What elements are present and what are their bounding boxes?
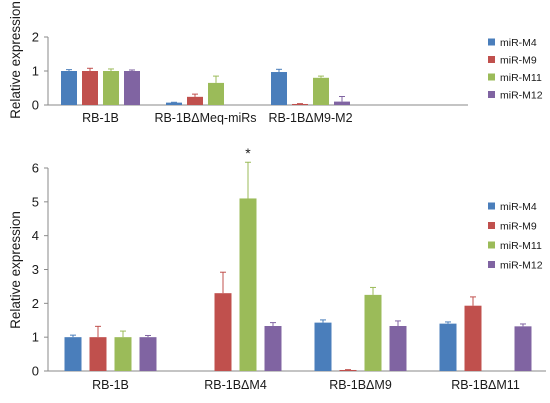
top-legend-swatch-mir-m4: [488, 38, 495, 46]
bottom-bar-mir-m12-rb-1b-m11: [514, 326, 532, 371]
bottom-legend-swatch-mir-m11: [488, 241, 495, 249]
top-bar-mir-m12-rb-1b: [124, 71, 140, 105]
bottom-y-tick-label: 4: [32, 228, 39, 243]
bottom-bar-mir-m12-rb-1b-m9: [389, 326, 407, 371]
bottom-category-label: RB-1B: [92, 378, 129, 392]
bottom-legend-label-mir-m4: miR-M4: [500, 201, 537, 213]
bottom-bar-mir-m11-rb-1b-m9: [364, 294, 382, 371]
bottom-y-tick-label: 5: [32, 194, 39, 209]
top-bar-mir-m4-rb-1b-meq-mirs: [166, 102, 182, 105]
top-bar-mir-m11-rb-1b: [103, 71, 119, 105]
top-legend-label-mir-m12: miR-M12: [500, 90, 543, 102]
top-legend-swatch-mir-m12: [488, 91, 495, 98]
bottom-legend-swatch-mir-m12: [488, 261, 495, 268]
bottom-legend-swatch-mir-m9: [488, 222, 495, 229]
bottom-bar-mir-m9-rb-1b-m4: [214, 293, 232, 371]
top-chart-panel: Relative expression 0 1 2 RB-1B RB-1BΔMeq-m…: [8, 1, 543, 125]
bottom-bar-mir-m4-rb-1b-m9: [314, 322, 332, 371]
top-category-label: RB-1BΔM9-M2: [268, 111, 352, 125]
bottom-y-tick-label: 6: [32, 161, 39, 176]
top-bar-mir-m9-rb-1b-meq-mirs: [187, 96, 203, 105]
top-y-tick-label: 2: [32, 30, 39, 45]
bottom-category-label: RB-1BΔM11: [451, 378, 520, 392]
top-category-label: RB-1BΔMeq-miRs: [154, 111, 256, 125]
bottom-chart-panel: Relative expression 0 1 2 3 4 5 6 RB-1B RB-1BΔM…: [8, 145, 546, 392]
bottom-bar-mir-m11-rb-1b: [114, 337, 132, 371]
bottom-y-axis-label: Relative expression: [8, 211, 23, 329]
top-legend-label-mir-m4: miR-M4: [500, 37, 537, 49]
bottom-bar-mir-m9-rb-1b: [89, 337, 107, 371]
top-legend-label-mir-m9: miR-M9: [500, 55, 537, 67]
top-y-tick-label: 0: [32, 98, 39, 113]
bottom-category-label: RB-1BΔM9: [329, 378, 392, 392]
bottom-legend-label-mir-m9: miR-M9: [500, 221, 537, 233]
top-y-tick-label: 1: [32, 64, 39, 79]
bottom-y-tick-label: 1: [32, 330, 39, 345]
bottom-bar-mir-m12-rb-1b-m4: [264, 326, 282, 371]
top-bar-mir-m9-rb-1b-m9-m2: [292, 103, 308, 105]
bottom-y-tick-label: 0: [32, 364, 39, 379]
bottom-legend-label-mir-m12: miR-M12: [500, 260, 543, 272]
bottom-bar-mir-m4-rb-1b: [64, 337, 82, 371]
bottom-legend-label-mir-m11: miR-M11: [500, 240, 542, 252]
top-bar-mir-m12-rb-1b-m9-m2: [334, 101, 350, 105]
bottom-y-tick-label: 2: [32, 296, 39, 311]
top-bar-mir-m4-rb-1b-m9-m2: [271, 72, 287, 105]
top-y-axis-label: Relative expression: [8, 1, 23, 119]
bottom-bar-mir-m4-rb-1b-m11: [439, 323, 457, 371]
top-bar-mir-m11-rb-1b-meq-mirs: [208, 82, 224, 105]
top-legend-swatch-mir-m11: [488, 73, 495, 81]
bottom-bar-mir-m9-rb-1b-m9: [339, 369, 357, 371]
bottom-significance-marker: *: [245, 145, 251, 161]
top-legend-label-mir-m11: miR-M11: [500, 72, 542, 84]
bottom-y-tick-label: 3: [32, 262, 39, 277]
bottom-bar-mir-m11-rb-1b-m4: [239, 198, 257, 371]
top-bar-mir-m11-rb-1b-m9-m2: [313, 77, 329, 105]
bottom-legend-swatch-mir-m4: [488, 202, 495, 210]
top-bar-mir-m4-rb-1b: [61, 71, 77, 105]
top-legend-swatch-mir-m9: [488, 56, 495, 63]
bottom-bar-mir-m9-rb-1b-m11: [464, 305, 482, 371]
top-bar-mir-m9-rb-1b: [82, 71, 98, 105]
bottom-category-label: RB-1BΔM4: [204, 378, 267, 392]
top-category-label: RB-1B: [82, 111, 119, 125]
bottom-bar-mir-m12-rb-1b: [139, 337, 157, 371]
